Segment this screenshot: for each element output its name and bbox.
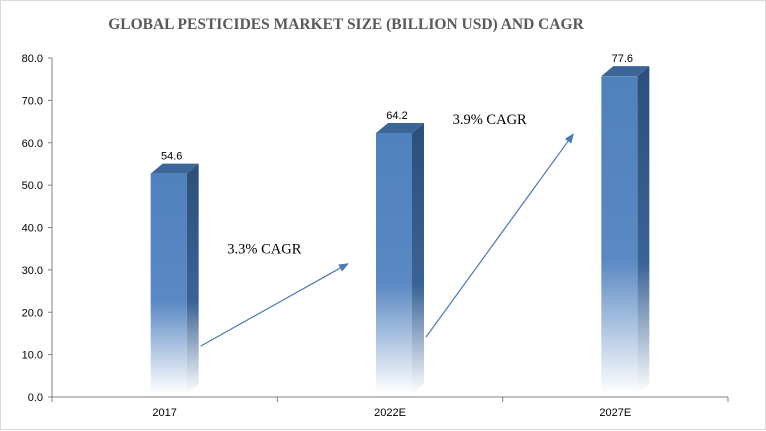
x-tick-label: 2027E xyxy=(599,407,631,419)
y-tick-label: 20.0 xyxy=(22,307,43,319)
cagr-label: 3.9% CAGR xyxy=(453,112,527,128)
y-tick-label: 50.0 xyxy=(22,180,43,192)
data-label: 54.6 xyxy=(161,151,182,163)
bar-top-face xyxy=(601,66,650,77)
bar-2017 xyxy=(150,163,199,394)
bar-front-face xyxy=(150,173,187,394)
y-tick-label: 80.0 xyxy=(22,53,43,65)
y-tick-label: 60.0 xyxy=(22,138,43,150)
cagr-arrow xyxy=(200,263,349,347)
bar-top-face xyxy=(150,163,199,174)
y-tick-label: 0.0 xyxy=(28,392,43,404)
data-label: 64.2 xyxy=(386,110,407,122)
cagr-arrow xyxy=(425,133,574,338)
chart-title: GLOBAL PESTICIDES MARKET SIZE (BILLION U… xyxy=(108,16,584,33)
bar-front-face xyxy=(601,76,638,395)
data-label: 77.6 xyxy=(612,53,633,65)
bar-front-face xyxy=(376,132,412,394)
y-tick-label: 40.0 xyxy=(22,223,43,235)
y-tick-label: 10.0 xyxy=(22,350,43,362)
x-axis: 2017 2022E 2027E xyxy=(51,396,729,419)
y-tick-label: 30.0 xyxy=(22,265,43,277)
bar-top-face xyxy=(376,122,424,133)
x-tick-label: 2022E xyxy=(374,407,406,419)
cagr-annotations: 3.3% CAGR 3.9% CAGR xyxy=(200,112,574,347)
bar-side-face xyxy=(637,66,650,395)
y-tick-label: 70.0 xyxy=(22,95,43,107)
bar-2027e xyxy=(601,66,650,395)
x-tick-label: 2017 xyxy=(152,407,176,419)
bar-side-face xyxy=(412,122,424,394)
data-labels: 54.6 64.2 77.6 xyxy=(161,53,633,162)
cagr-label: 3.3% CAGR xyxy=(227,242,301,258)
bar-side-face xyxy=(186,163,199,394)
y-axis: 0.0 10.0 20.0 30.0 40.0 50.0 60.0 70.0 80.0 xyxy=(22,53,53,404)
bar-2022e xyxy=(376,122,424,394)
bars xyxy=(150,66,650,395)
